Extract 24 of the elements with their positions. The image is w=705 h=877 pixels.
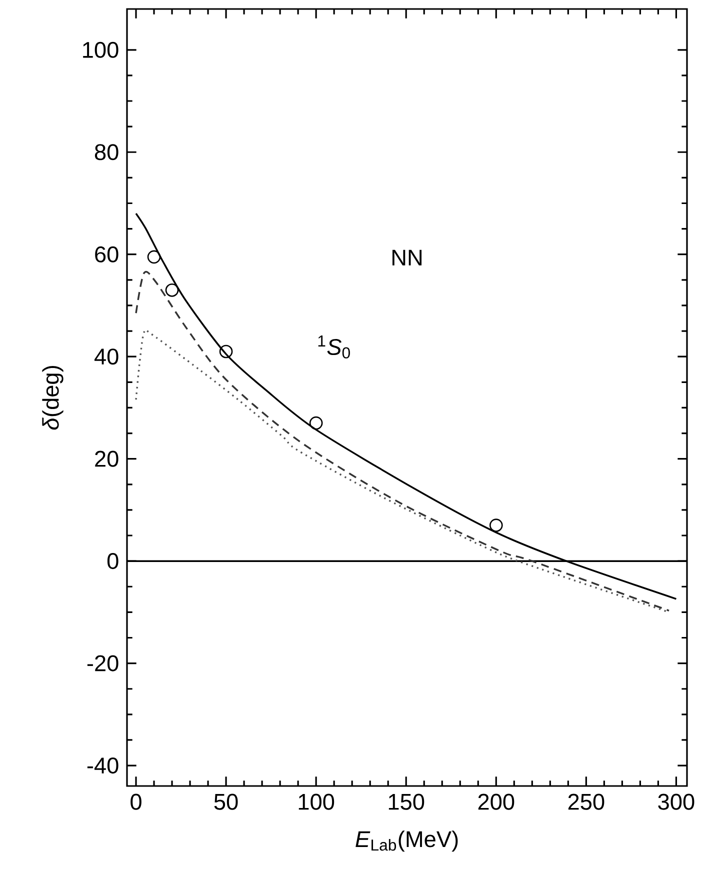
x-tick-label: 250: [568, 794, 604, 810]
y-tick-label: 100: [83, 42, 118, 58]
annotation: $^{1}$S$_{0}$: [318, 336, 350, 358]
point: [309, 416, 323, 430]
point: [489, 518, 503, 532]
y-tick-label: -20: [87, 655, 118, 672]
y-tick-label: 60: [95, 246, 118, 262]
y-tick-label: 0: [107, 553, 118, 570]
x-tick-label: 50: [214, 794, 238, 810]
x-tick-label: 300: [658, 794, 694, 810]
y-tick-label: 20: [95, 450, 118, 467]
x-tick-label: 150: [388, 794, 424, 810]
x-axis-title: E$_{Lab}$(MeV): [356, 830, 458, 852]
x-tick-label: 100: [298, 794, 334, 810]
x-tick-label: 200: [478, 794, 514, 810]
annotation: NN: [392, 250, 422, 266]
y-tick-label: 80: [94, 144, 118, 160]
y-axis-title: δ(deg): [42, 366, 64, 430]
y-tick-label: 40: [94, 348, 118, 365]
point: [219, 344, 233, 358]
x-tick-label: 0: [130, 794, 142, 810]
y-tick-label: -40: [87, 758, 118, 774]
point: [165, 283, 179, 297]
point: [147, 250, 161, 264]
